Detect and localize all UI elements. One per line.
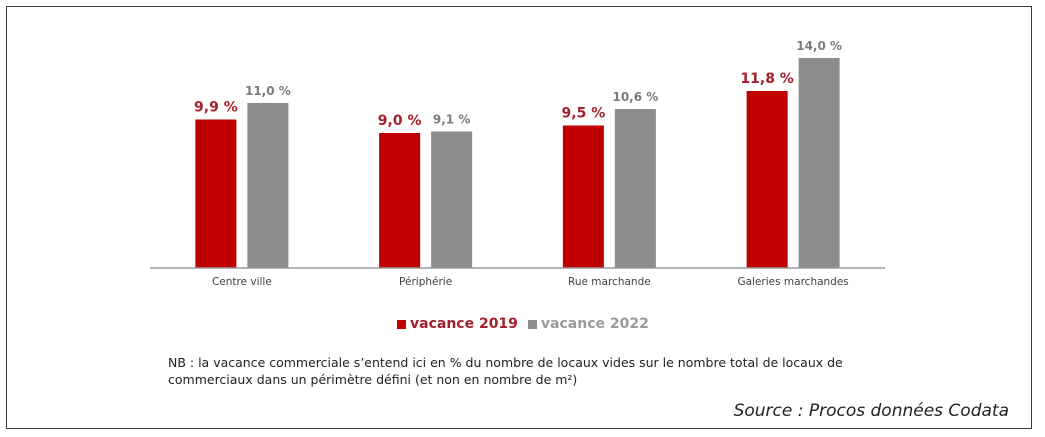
legend-item-2019: vacance 2019 [397, 316, 518, 332]
legend-label-2022: vacance 2022 [540, 316, 649, 332]
data-label-2019-2: 9,5 % [562, 106, 606, 122]
bar-2019-0 [195, 119, 237, 268]
legend-swatch-2019 [397, 319, 406, 329]
legend-swatch-2022 [527, 319, 537, 329]
data-label-2022-0: 11,0 % [245, 84, 291, 98]
bar-2019-1 [379, 133, 421, 268]
bar-chart: 9,9 % 11,0 % Centre ville 9,0 % 9,1 % Périphé… [150, 39, 885, 288]
source-credit: Source : Procos données Codata [733, 401, 1009, 421]
data-label-2019-0: 9,9 % [194, 100, 238, 116]
category-label-1: Périphérie [399, 276, 452, 288]
legend-label-2019: vacance 2019 [410, 316, 518, 332]
data-label-2022-1: 9,1 % [433, 113, 470, 127]
category-label-2: Rue marchande [568, 276, 651, 288]
data-label-2019-3: 11,8 % [740, 71, 793, 87]
data-label-2022-3: 14,0 % [796, 39, 842, 53]
footnote: NB : la vacance commerciale s’entend ici… [168, 355, 843, 387]
legend: vacance 2019 vacance 2022 [397, 316, 659, 332]
bar-2022-2 [614, 109, 656, 268]
data-label-2019-1: 9,0 % [378, 113, 422, 129]
chart-frame [6, 6, 1032, 429]
bar-2019-2 [562, 125, 604, 268]
bar-2022-1 [431, 131, 473, 268]
data-label-2022-2: 10,6 % [612, 90, 658, 104]
category-label-0: Centre ville [212, 276, 272, 288]
bar-2022-3 [798, 58, 840, 268]
bar-2019-3 [746, 91, 788, 268]
legend-item-2022: vacance 2022 [527, 316, 649, 332]
bar-2022-0 [247, 103, 289, 268]
category-label-3: Galeries marchandes [737, 276, 848, 288]
